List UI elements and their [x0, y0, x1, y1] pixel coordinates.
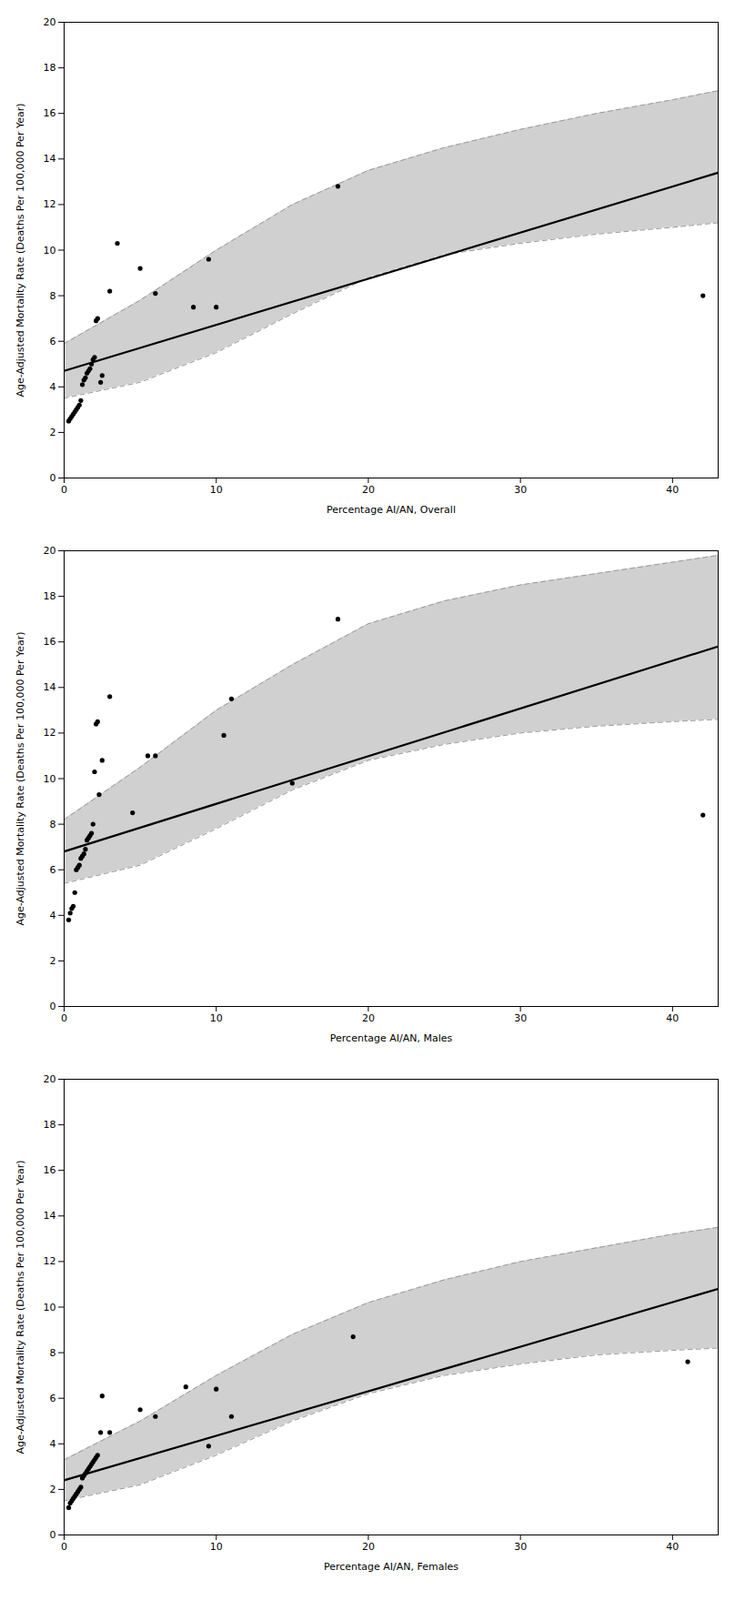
svg-text:0: 0 — [50, 1000, 57, 1013]
svg-text:2: 2 — [50, 1483, 57, 1496]
svg-text:0: 0 — [60, 1012, 68, 1025]
svg-text:0: 0 — [60, 483, 68, 496]
svg-text:40: 40 — [665, 1540, 679, 1553]
svg-text:16: 16 — [43, 1164, 57, 1177]
svg-text:4: 4 — [50, 381, 57, 393]
svg-text:18: 18 — [43, 590, 57, 603]
svg-text:10: 10 — [210, 483, 223, 496]
svg-text:40: 40 — [665, 1012, 679, 1025]
svg-text:Age-Adjusted Mortality Rate (D: Age-Adjusted Mortality Rate (Deaths Per … — [14, 1160, 27, 1455]
svg-text:0: 0 — [50, 472, 57, 484]
svg-text:40: 40 — [665, 483, 679, 496]
svg-text:8: 8 — [50, 290, 57, 303]
svg-text:4: 4 — [50, 909, 57, 922]
svg-text:20: 20 — [43, 1073, 57, 1086]
svg-text:12: 12 — [43, 1255, 57, 1268]
svg-text:2: 2 — [50, 955, 57, 967]
svg-text:16: 16 — [43, 107, 57, 120]
svg-text:14: 14 — [43, 152, 57, 165]
svg-text:6: 6 — [50, 335, 57, 348]
svg-text:6: 6 — [50, 864, 57, 876]
svg-text:Percentage AI/AN, Overall: Percentage AI/AN, Overall — [326, 503, 456, 516]
svg-text:10: 10 — [210, 1540, 223, 1553]
svg-text:16: 16 — [43, 635, 57, 648]
svg-text:30: 30 — [513, 1540, 527, 1553]
svg-text:0: 0 — [50, 1529, 57, 1541]
svg-text:18: 18 — [43, 1118, 57, 1131]
svg-text:12: 12 — [43, 198, 57, 211]
svg-text:10: 10 — [210, 1012, 223, 1025]
svg-text:20: 20 — [43, 544, 57, 557]
svg-text:Percentage AI/AN, Females: Percentage AI/AN, Females — [323, 1560, 459, 1573]
svg-text:30: 30 — [513, 1012, 527, 1025]
svg-text:8: 8 — [50, 818, 57, 831]
svg-text:10: 10 — [43, 773, 57, 786]
svg-text:Age-Adjusted Mortality Rate (D: Age-Adjusted Mortality Rate (Deaths Per … — [14, 632, 27, 927]
svg-text:18: 18 — [43, 61, 57, 74]
svg-text:0: 0 — [60, 1540, 68, 1553]
svg-text:6: 6 — [50, 1392, 57, 1405]
svg-text:10: 10 — [43, 1301, 57, 1314]
svg-text:14: 14 — [43, 1209, 57, 1222]
svg-text:Percentage AI/AN, Males: Percentage AI/AN, Males — [330, 1032, 454, 1045]
svg-text:14: 14 — [43, 681, 57, 694]
svg-text:20: 20 — [362, 1012, 375, 1025]
svg-text:10: 10 — [43, 244, 57, 257]
svg-text:8: 8 — [50, 1347, 57, 1360]
svg-text:12: 12 — [43, 726, 57, 739]
svg-text:20: 20 — [362, 1540, 375, 1553]
svg-text:Age-Adjusted Mortality Rate (D: Age-Adjusted Mortality Rate (Deaths Per … — [14, 103, 27, 398]
svg-text:20: 20 — [43, 16, 57, 29]
svg-text:30: 30 — [513, 483, 527, 496]
svg-text:4: 4 — [50, 1438, 57, 1450]
svg-text:20: 20 — [362, 483, 375, 496]
svg-text:2: 2 — [50, 426, 57, 439]
